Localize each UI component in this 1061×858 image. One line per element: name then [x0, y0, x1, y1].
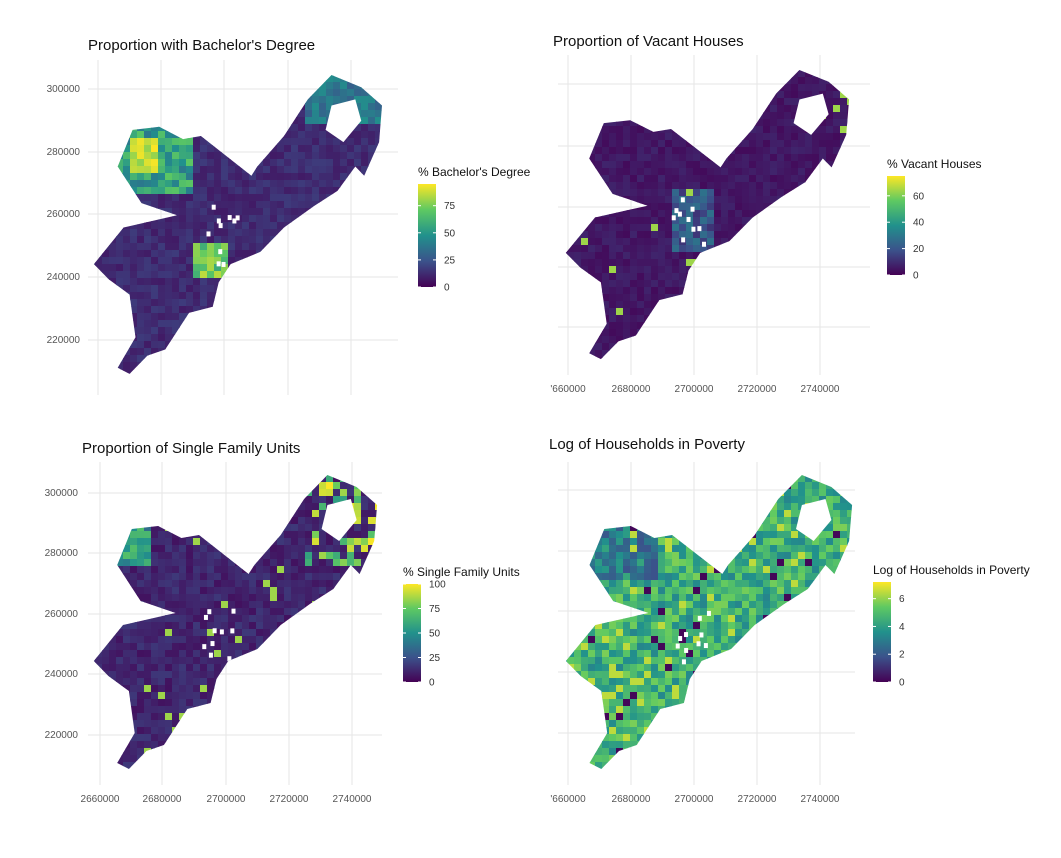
legend-tick-label: 2 [899, 650, 905, 661]
x-tick-label: 2740000 [333, 794, 372, 805]
y-tick-label: 280000 [45, 548, 79, 559]
x-tick-label: 2720000 [270, 794, 309, 805]
y-tick-label: 300000 [45, 488, 79, 499]
legend-title: % Vacant Houses [887, 157, 982, 171]
x-tick-label: 2680000 [612, 384, 651, 395]
panel-title: Proportion of Single Family Units [82, 440, 300, 457]
map-panel-vacant-houses: Proportion of Vacant Houses '660000 268000… [550, 33, 982, 395]
legend-title: Log of Households in Poverty [873, 563, 1030, 577]
legend-tick-label: 0 [444, 283, 450, 294]
legend-tick-label: 60 [913, 191, 925, 202]
x-tick-label: 2700000 [207, 794, 246, 805]
legend-title: % Bachelor's Degree [418, 165, 530, 179]
legend-colorbar [873, 582, 891, 682]
legend-colorbar [418, 184, 436, 287]
legend-tick-label: 25 [429, 653, 441, 664]
legend-colorbar [403, 584, 421, 682]
y-tick-label: 280000 [47, 147, 81, 158]
choropleth-map [93, 475, 378, 769]
x-tick-label: 2660000 [81, 794, 120, 805]
legend-colorbar [887, 176, 905, 275]
legend-tick-label: 40 [913, 218, 925, 229]
x-tick-label: 2740000 [801, 384, 840, 395]
x-tick-label: '660000 [550, 384, 586, 395]
y-tick-label: 300000 [47, 84, 81, 95]
map-panel-households-poverty: Log of Households in Poverty '660000 26800… [549, 436, 1030, 805]
map-panel-bachelors-degree: Proportion with Bachelor's Degree 300000 2… [47, 37, 530, 395]
x-tick-label: '660000 [550, 794, 586, 805]
x-tick-label: 2680000 [143, 794, 182, 805]
legend-tick-label: 0 [429, 678, 435, 689]
x-tick-label: 2720000 [738, 794, 777, 805]
y-tick-label: 260000 [47, 209, 81, 220]
map-panel-single-family-units: Proportion of Single Family Units 300000 2… [45, 440, 520, 805]
x-tick-label: 2700000 [675, 384, 714, 395]
legend-tick-label: 6 [899, 594, 905, 605]
legend-tick-label: 25 [444, 255, 456, 266]
choropleth-map [565, 475, 853, 769]
y-tick-label: 240000 [45, 669, 79, 680]
legend-tick-label: 0 [899, 678, 905, 689]
legend-tick-label: 4 [899, 622, 905, 633]
x-tick-label: 2740000 [801, 794, 840, 805]
x-tick-label: 2700000 [675, 794, 714, 805]
panel-title: Proportion with Bachelor's Degree [88, 37, 315, 54]
panel-title: Log of Households in Poverty [549, 436, 745, 453]
legend-tick-label: 100 [429, 580, 446, 591]
choropleth-map [93, 75, 383, 374]
legend-tick-label: 75 [444, 201, 456, 212]
choropleth-map [565, 70, 850, 360]
x-tick-label: 2720000 [738, 384, 777, 395]
y-tick-label: 220000 [45, 730, 79, 741]
legend-tick-label: 50 [444, 228, 456, 239]
y-tick-label: 220000 [47, 335, 81, 346]
legend-title: % Single Family Units [403, 565, 520, 579]
panel-title: Proportion of Vacant Houses [553, 33, 744, 50]
x-tick-label: 2680000 [612, 794, 651, 805]
legend-tick-label: 50 [429, 629, 441, 640]
y-tick-label: 260000 [45, 609, 79, 620]
legend-tick-label: 20 [913, 244, 925, 255]
legend-tick-label: 0 [913, 271, 919, 282]
legend-tick-label: 75 [429, 604, 441, 615]
y-tick-label: 240000 [47, 272, 81, 283]
